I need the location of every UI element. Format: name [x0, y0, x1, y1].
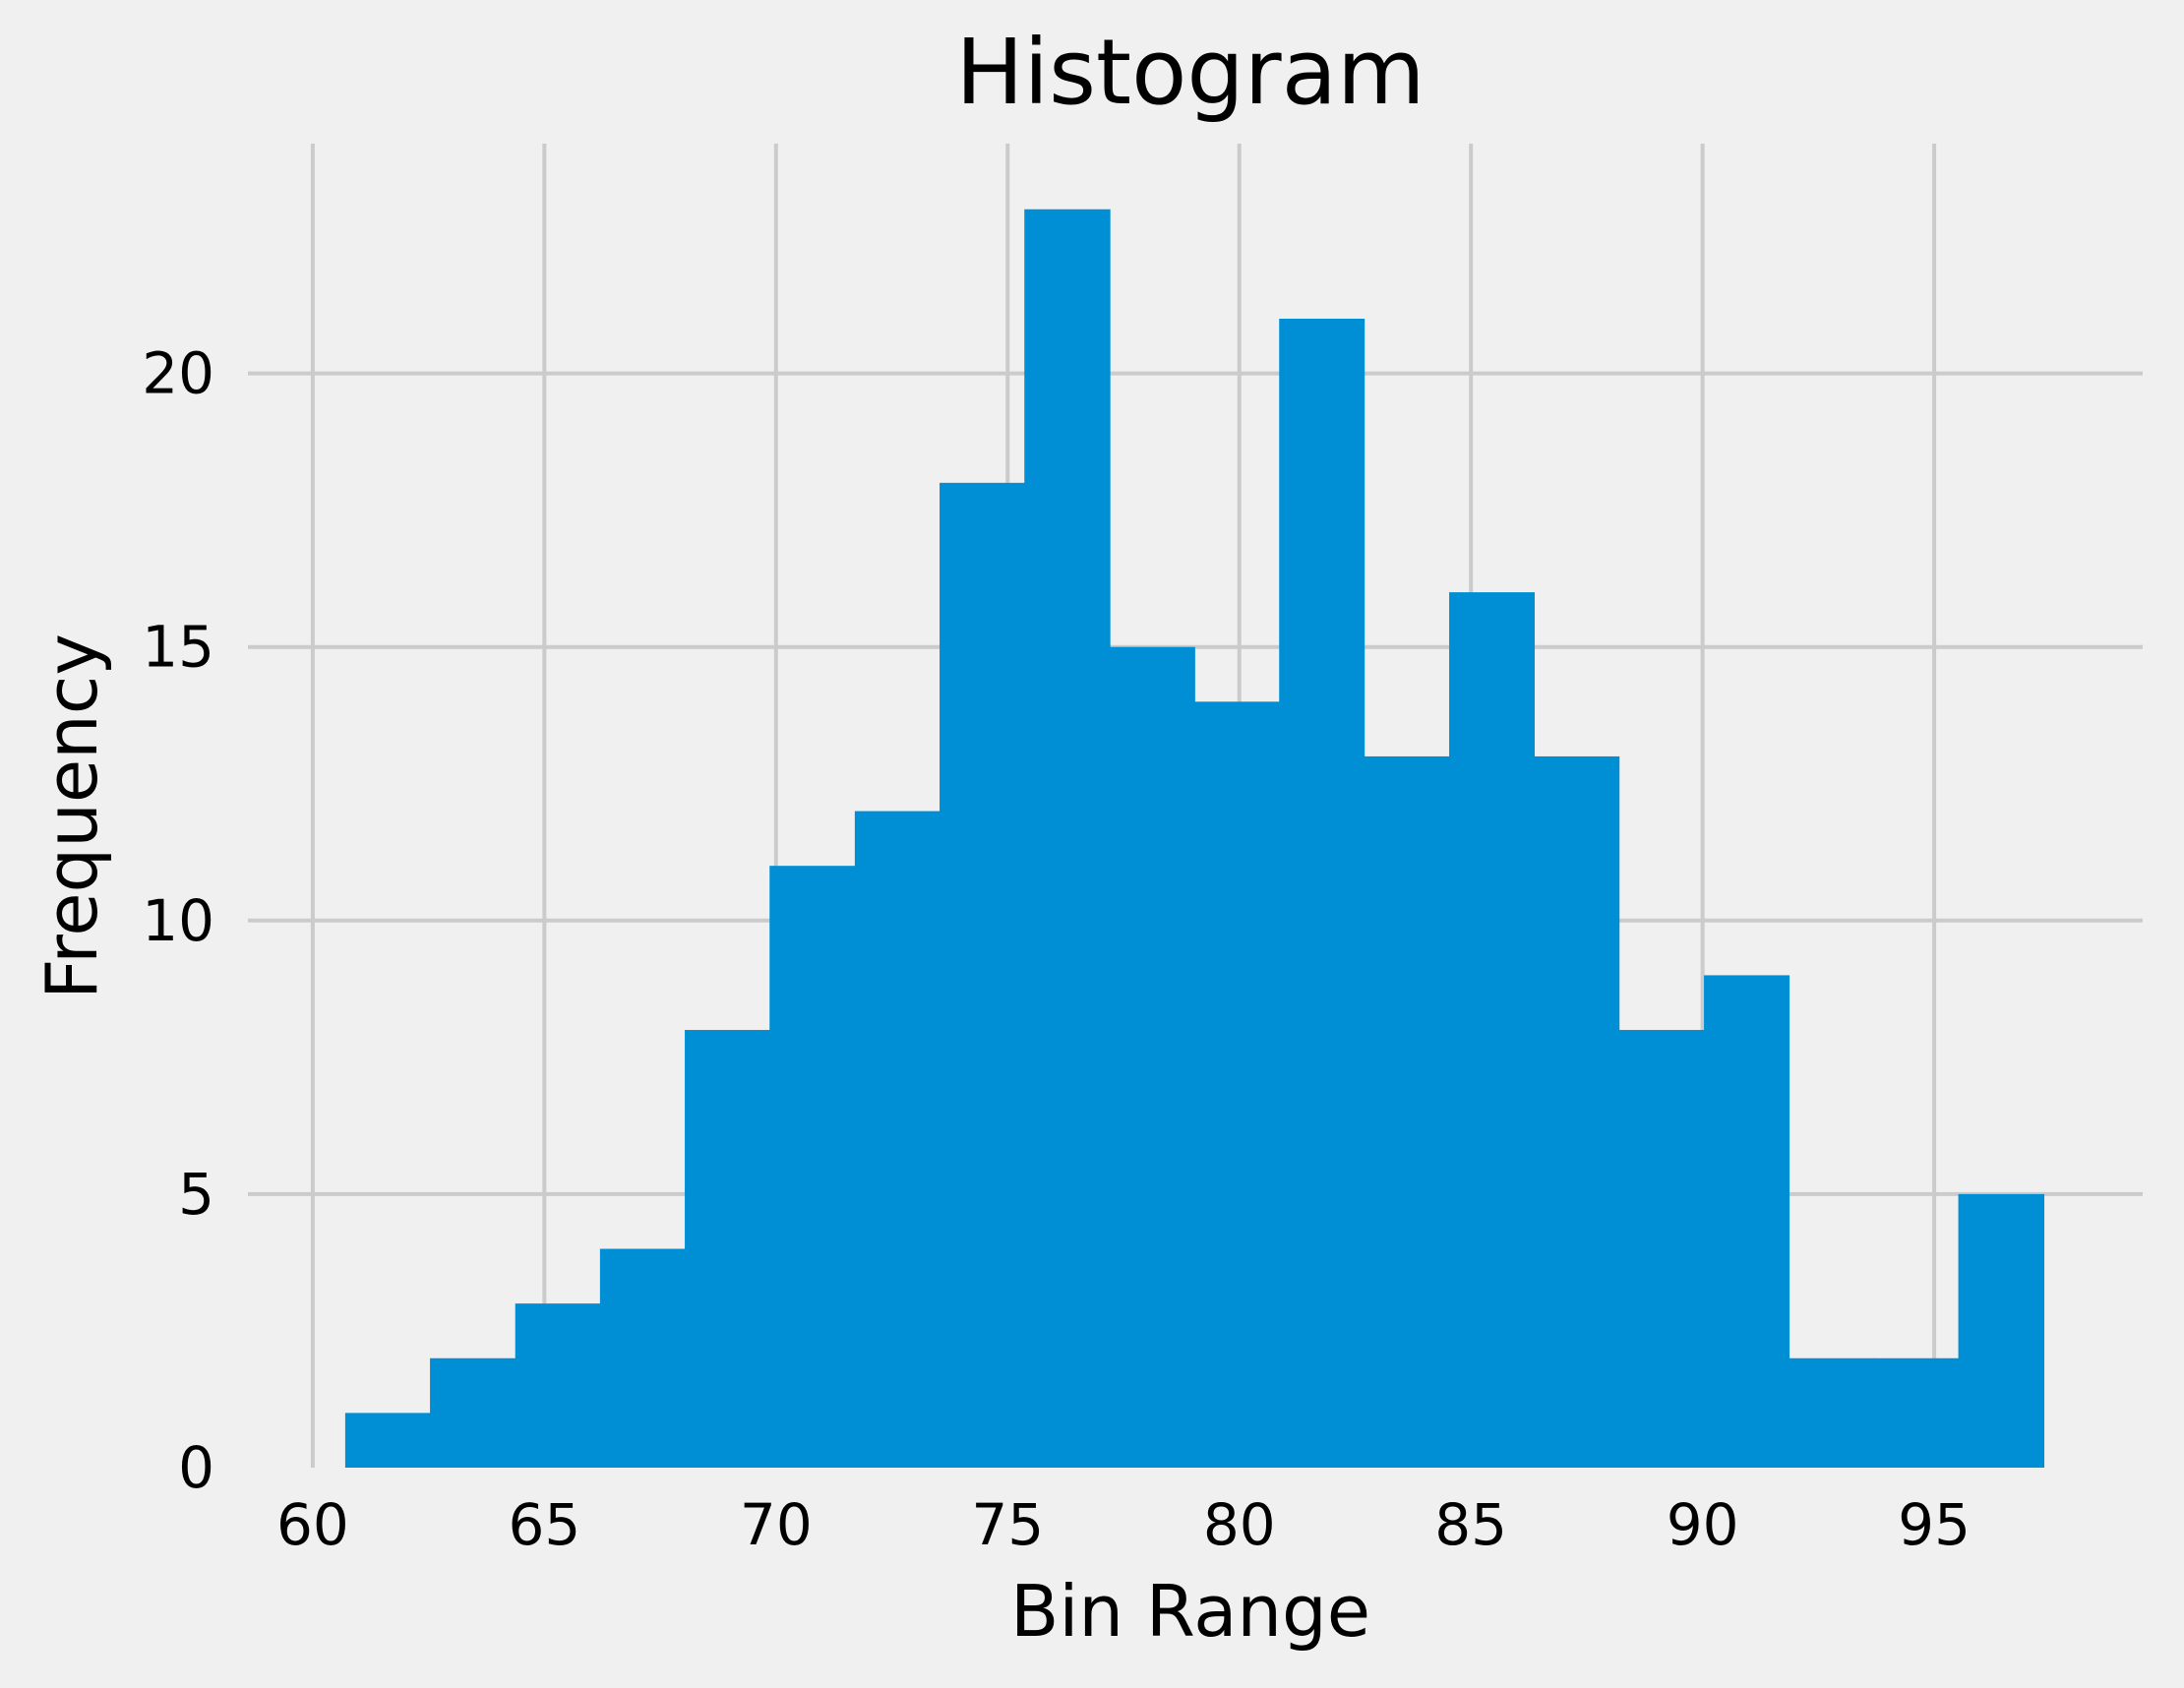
histogram-bar — [940, 482, 1026, 1468]
x-tick-label: 70 — [740, 1491, 813, 1558]
histogram-bar — [430, 1357, 516, 1468]
histogram-bar — [854, 811, 940, 1468]
x-tick-label: 90 — [1667, 1491, 1739, 1558]
chart-title: Histogram — [955, 20, 1425, 125]
y-tick-label: 0 — [178, 1434, 214, 1501]
histogram-bar — [1109, 646, 1195, 1468]
histogram-bar — [1789, 1357, 1875, 1468]
y-axis-label: Frequency — [30, 633, 113, 999]
y-tick-label: 10 — [142, 887, 214, 954]
histogram-bar — [344, 1413, 431, 1468]
histogram-bar — [1194, 701, 1281, 1468]
histogram-bar — [1364, 755, 1450, 1468]
histogram-bar — [1534, 755, 1620, 1468]
x-tick-label: 60 — [276, 1491, 349, 1558]
histogram-bar — [1618, 1030, 1705, 1468]
x-tick-label: 85 — [1434, 1491, 1507, 1558]
histogram-bar — [769, 866, 856, 1468]
histogram-bar — [1704, 975, 1790, 1468]
histogram-bars — [344, 209, 2045, 1469]
histogram-bar — [1279, 318, 1365, 1469]
histogram-bar — [685, 1030, 771, 1468]
histogram-bar — [1449, 592, 1536, 1468]
tick-labels: 60 65 70 75 80 85 90 95 0 5 10 15 20 — [142, 340, 1971, 1558]
x-tick-label: 80 — [1203, 1491, 1276, 1558]
y-tick-label: 5 — [178, 1161, 214, 1228]
x-tick-label: 95 — [1898, 1491, 1971, 1558]
y-tick-label: 15 — [142, 614, 214, 681]
x-axis-label: Bin Range — [1010, 1570, 1370, 1653]
y-tick-label: 20 — [142, 340, 214, 407]
histogram-bar — [599, 1248, 686, 1468]
histogram-bar — [1024, 209, 1111, 1469]
histogram-bar — [515, 1303, 601, 1468]
histogram-bar — [1873, 1357, 1960, 1468]
x-tick-label: 75 — [971, 1491, 1044, 1558]
histogram-bar — [1958, 1193, 2045, 1468]
x-tick-label: 65 — [508, 1491, 580, 1558]
